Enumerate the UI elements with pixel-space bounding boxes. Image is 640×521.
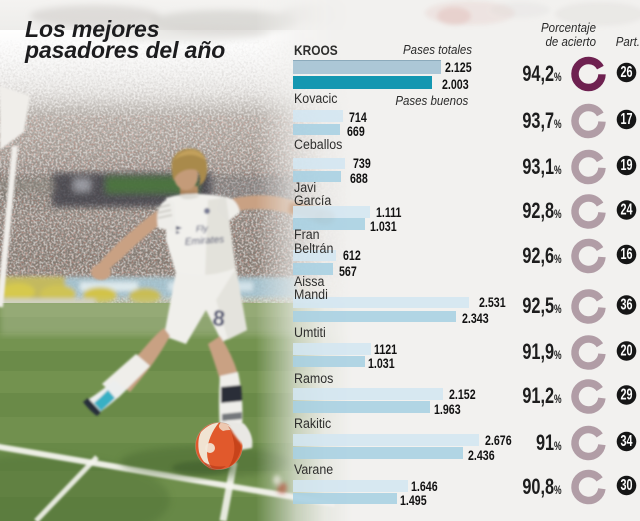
svg-text:17: 17 (621, 111, 633, 128)
svg-text:36: 36 (621, 296, 633, 313)
svg-text:20: 20 (621, 342, 633, 359)
svg-text:19: 19 (621, 157, 633, 174)
svg-text:Fly: Fly (195, 223, 208, 234)
svg-text:Emirates: Emirates (184, 234, 224, 248)
svg-text:29: 29 (621, 386, 633, 403)
svg-text:30: 30 (621, 477, 633, 494)
svg-text:24: 24 (621, 201, 633, 218)
svg-text:16: 16 (621, 246, 633, 263)
svg-text:34: 34 (621, 433, 633, 450)
svg-text:8: 8 (211, 305, 226, 331)
svg-text:26: 26 (621, 64, 633, 81)
